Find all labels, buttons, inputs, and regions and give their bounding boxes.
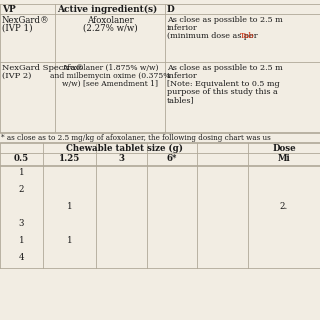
Text: w/w) [see Amendment 1]: w/w) [see Amendment 1] <box>62 80 158 88</box>
Text: 1: 1 <box>19 168 24 177</box>
Text: NexGard®: NexGard® <box>2 16 50 25</box>
Text: (IVP 2): (IVP 2) <box>2 72 31 80</box>
Text: D: D <box>167 5 175 14</box>
Text: 2.: 2. <box>280 202 288 211</box>
Text: Active ingredient(s): Active ingredient(s) <box>57 5 157 14</box>
Text: 3: 3 <box>118 154 124 163</box>
Text: * as close as to 2.5 mg/kg of afoxolaner, the following dosing chart was us: * as close as to 2.5 mg/kg of afoxolaner… <box>1 134 271 142</box>
Text: and milbemycin oxime (0.375%: and milbemycin oxime (0.375% <box>50 72 170 80</box>
Text: (2.27% w/w): (2.27% w/w) <box>83 24 137 33</box>
Text: tables]: tables] <box>167 96 195 104</box>
Text: (IVP 1): (IVP 1) <box>2 24 33 33</box>
Text: 4: 4 <box>19 253 24 262</box>
Text: 3: 3 <box>19 219 24 228</box>
Text: VP: VP <box>2 5 16 14</box>
Text: 6*: 6* <box>167 154 177 163</box>
Text: purpose of this study this a: purpose of this study this a <box>167 88 278 96</box>
Text: NexGard Spectra®: NexGard Spectra® <box>2 64 84 72</box>
Text: 1.25: 1.25 <box>59 154 80 163</box>
Text: Chewable tablet size (g): Chewable tablet size (g) <box>66 144 182 153</box>
Text: (minimum dose as per: (minimum dose as per <box>167 32 260 40</box>
Text: inferior: inferior <box>167 24 198 32</box>
Text: 2: 2 <box>19 185 24 194</box>
Text: [Note: Equivalent to 0.5 mg: [Note: Equivalent to 0.5 mg <box>167 80 280 88</box>
Text: Afoxolaner: Afoxolaner <box>87 16 133 25</box>
Text: Afoxolaner (1.875% w/w): Afoxolaner (1.875% w/w) <box>62 64 158 72</box>
Text: Tab: Tab <box>240 32 255 40</box>
Text: 1: 1 <box>67 236 72 245</box>
Text: Dose: Dose <box>272 144 296 153</box>
Text: Mi: Mi <box>278 154 290 163</box>
Text: As close as possible to 2.5 m: As close as possible to 2.5 m <box>167 16 283 24</box>
Text: As close as possible to 2.5 m: As close as possible to 2.5 m <box>167 64 283 72</box>
Text: inferior: inferior <box>167 72 198 80</box>
Text: 0.5: 0.5 <box>14 154 29 163</box>
Text: 1: 1 <box>67 202 72 211</box>
Text: 1: 1 <box>19 236 24 245</box>
